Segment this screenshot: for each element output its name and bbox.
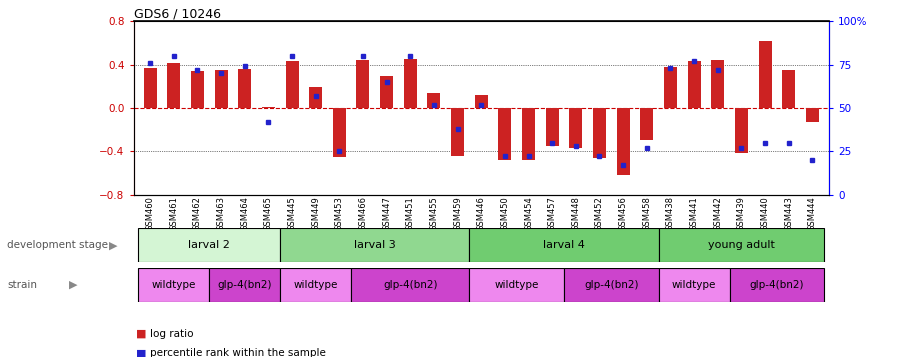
Bar [309,87,322,108]
Bar [470,228,659,262]
Text: young adult: young adult [708,240,775,251]
Bar [729,268,824,302]
Bar [403,59,417,108]
Text: glp-4(bn2): glp-4(bn2) [584,280,638,290]
Bar [215,70,227,108]
Text: wildtype: wildtype [152,280,196,290]
Text: larval 4: larval 4 [543,240,585,251]
Bar [380,76,393,108]
Bar [640,108,653,140]
Bar [806,108,819,122]
Text: glp-4(bn2): glp-4(bn2) [217,280,272,290]
Text: ■: ■ [136,348,146,357]
Text: log ratio: log ratio [150,329,193,339]
Bar [286,61,298,108]
Bar [262,107,274,108]
Text: wildtype: wildtype [495,280,539,290]
Bar [659,268,729,302]
Text: development stage: development stage [7,240,109,250]
Bar [451,108,464,156]
Bar [209,268,280,302]
Text: larval 2: larval 2 [188,240,230,251]
Bar [564,268,659,302]
Bar [191,71,204,108]
Text: GDS6 / 10246: GDS6 / 10246 [134,7,220,20]
Text: glp-4(bn2): glp-4(bn2) [383,280,437,290]
Text: ▶: ▶ [109,240,117,250]
Bar [593,108,606,158]
Bar [138,228,280,262]
Text: percentile rank within the sample: percentile rank within the sample [150,348,326,357]
Bar [498,108,511,160]
Bar [664,67,677,108]
Bar [569,108,582,148]
Text: ■: ■ [136,329,146,339]
Bar [351,268,470,302]
Bar [522,108,535,160]
Bar [688,61,701,108]
Bar [356,60,369,108]
Text: glp-4(bn2): glp-4(bn2) [750,280,804,290]
Bar [782,70,795,108]
Bar [280,228,470,262]
Bar [427,93,440,108]
Bar [144,68,157,108]
Text: wildtype: wildtype [294,280,338,290]
Text: strain: strain [7,280,38,290]
Bar [711,60,724,108]
Bar [280,268,351,302]
Bar [759,41,772,108]
Bar [659,228,824,262]
Bar [545,108,559,146]
Bar [138,268,209,302]
Bar [239,69,251,108]
Text: ▶: ▶ [69,280,77,290]
Text: wildtype: wildtype [672,280,717,290]
Bar [617,108,630,175]
Bar [735,108,748,154]
Text: larval 3: larval 3 [354,240,396,251]
Bar [332,108,345,157]
Bar [474,95,488,108]
Bar [168,62,181,108]
Bar [470,268,564,302]
